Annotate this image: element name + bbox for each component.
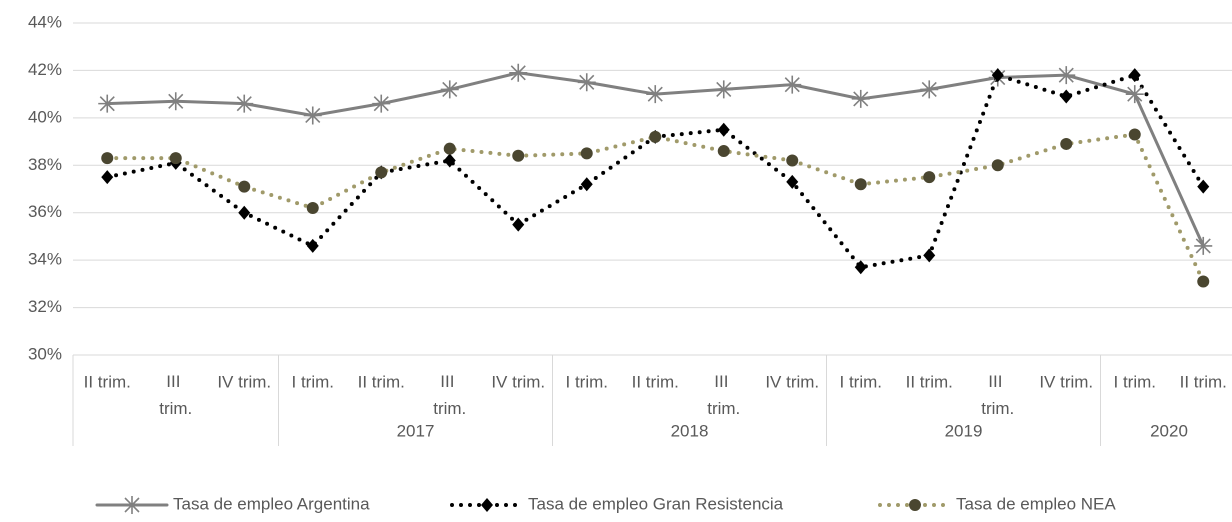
point bbox=[854, 260, 867, 275]
point bbox=[1128, 128, 1141, 141]
point bbox=[851, 89, 870, 108]
point bbox=[1125, 85, 1144, 104]
point bbox=[481, 498, 493, 512]
point bbox=[786, 154, 799, 167]
x-tick-label: I trim. bbox=[840, 372, 883, 391]
group-label: 2020 bbox=[1150, 421, 1188, 440]
x-tick-label: II trim. bbox=[1180, 372, 1227, 391]
point bbox=[101, 152, 114, 165]
point bbox=[101, 170, 114, 185]
point bbox=[440, 80, 459, 99]
point bbox=[306, 238, 319, 253]
x-tick-label: II trim. bbox=[632, 372, 679, 391]
point bbox=[443, 142, 456, 155]
point bbox=[909, 499, 921, 511]
x-tick-label: IV trim. bbox=[217, 372, 271, 391]
point bbox=[991, 68, 1004, 83]
x-tick-label: IV trim. bbox=[765, 372, 819, 391]
x-tick-label: I trim. bbox=[566, 372, 609, 391]
point bbox=[923, 248, 936, 263]
point bbox=[1060, 89, 1073, 104]
x-tick-label: III trim. bbox=[159, 372, 192, 418]
y-tick-label: 34% bbox=[28, 250, 62, 269]
point bbox=[717, 122, 730, 137]
y-tick-label: 40% bbox=[28, 107, 62, 126]
point bbox=[123, 496, 141, 514]
x-tick-label: II trim. bbox=[84, 372, 131, 391]
point bbox=[854, 178, 867, 191]
legend-label: Tasa de empleo NEA bbox=[956, 494, 1116, 513]
x-tick-label: IV trim. bbox=[491, 372, 545, 391]
x-tick-label: II trim. bbox=[906, 372, 953, 391]
point bbox=[580, 147, 593, 160]
y-tick-label: 30% bbox=[28, 344, 62, 363]
point bbox=[169, 152, 182, 165]
point bbox=[580, 177, 593, 192]
point bbox=[512, 149, 525, 162]
point bbox=[512, 217, 525, 232]
point bbox=[717, 145, 730, 158]
point bbox=[306, 201, 319, 214]
point bbox=[303, 106, 322, 125]
y-tick-label: 42% bbox=[28, 60, 62, 79]
group-label: 2018 bbox=[671, 421, 709, 440]
point bbox=[1197, 179, 1210, 194]
point bbox=[238, 180, 251, 193]
y-tick-label: 36% bbox=[28, 202, 62, 221]
point bbox=[375, 166, 388, 179]
x-tick-label: I trim. bbox=[292, 372, 335, 391]
point bbox=[443, 153, 456, 168]
point bbox=[509, 63, 528, 82]
point bbox=[991, 159, 1004, 172]
point bbox=[1194, 236, 1213, 255]
y-tick-label: 32% bbox=[28, 297, 62, 316]
point bbox=[920, 80, 939, 99]
point bbox=[1060, 137, 1073, 150]
point bbox=[786, 174, 799, 189]
x-tick-label: I trim. bbox=[1114, 372, 1157, 391]
point bbox=[577, 73, 596, 92]
point bbox=[1057, 66, 1076, 85]
point bbox=[98, 94, 117, 113]
series-line bbox=[105, 72, 1206, 270]
series-line bbox=[105, 132, 1206, 284]
x-tick-label: III trim. bbox=[707, 372, 740, 418]
point bbox=[1197, 275, 1210, 288]
point bbox=[235, 94, 254, 113]
y-tick-label: 38% bbox=[28, 155, 62, 174]
point bbox=[649, 130, 662, 143]
point bbox=[238, 205, 251, 220]
legend-label: Tasa de empleo Argentina bbox=[173, 494, 370, 513]
legend-label: Tasa de empleo Gran Resistencia bbox=[528, 494, 784, 513]
x-tick-label: III trim. bbox=[433, 372, 466, 418]
x-tick-label: III trim. bbox=[981, 372, 1014, 418]
point bbox=[166, 92, 185, 111]
x-tick-label: IV trim. bbox=[1039, 372, 1093, 391]
point bbox=[646, 85, 665, 104]
point bbox=[923, 171, 936, 184]
point bbox=[1128, 68, 1141, 83]
group-label: 2019 bbox=[945, 421, 983, 440]
point bbox=[372, 94, 391, 113]
point bbox=[714, 80, 733, 99]
point bbox=[783, 75, 802, 94]
y-tick-label: 44% bbox=[28, 12, 62, 31]
group-label: 2017 bbox=[397, 421, 435, 440]
x-tick-label: II trim. bbox=[358, 372, 405, 391]
